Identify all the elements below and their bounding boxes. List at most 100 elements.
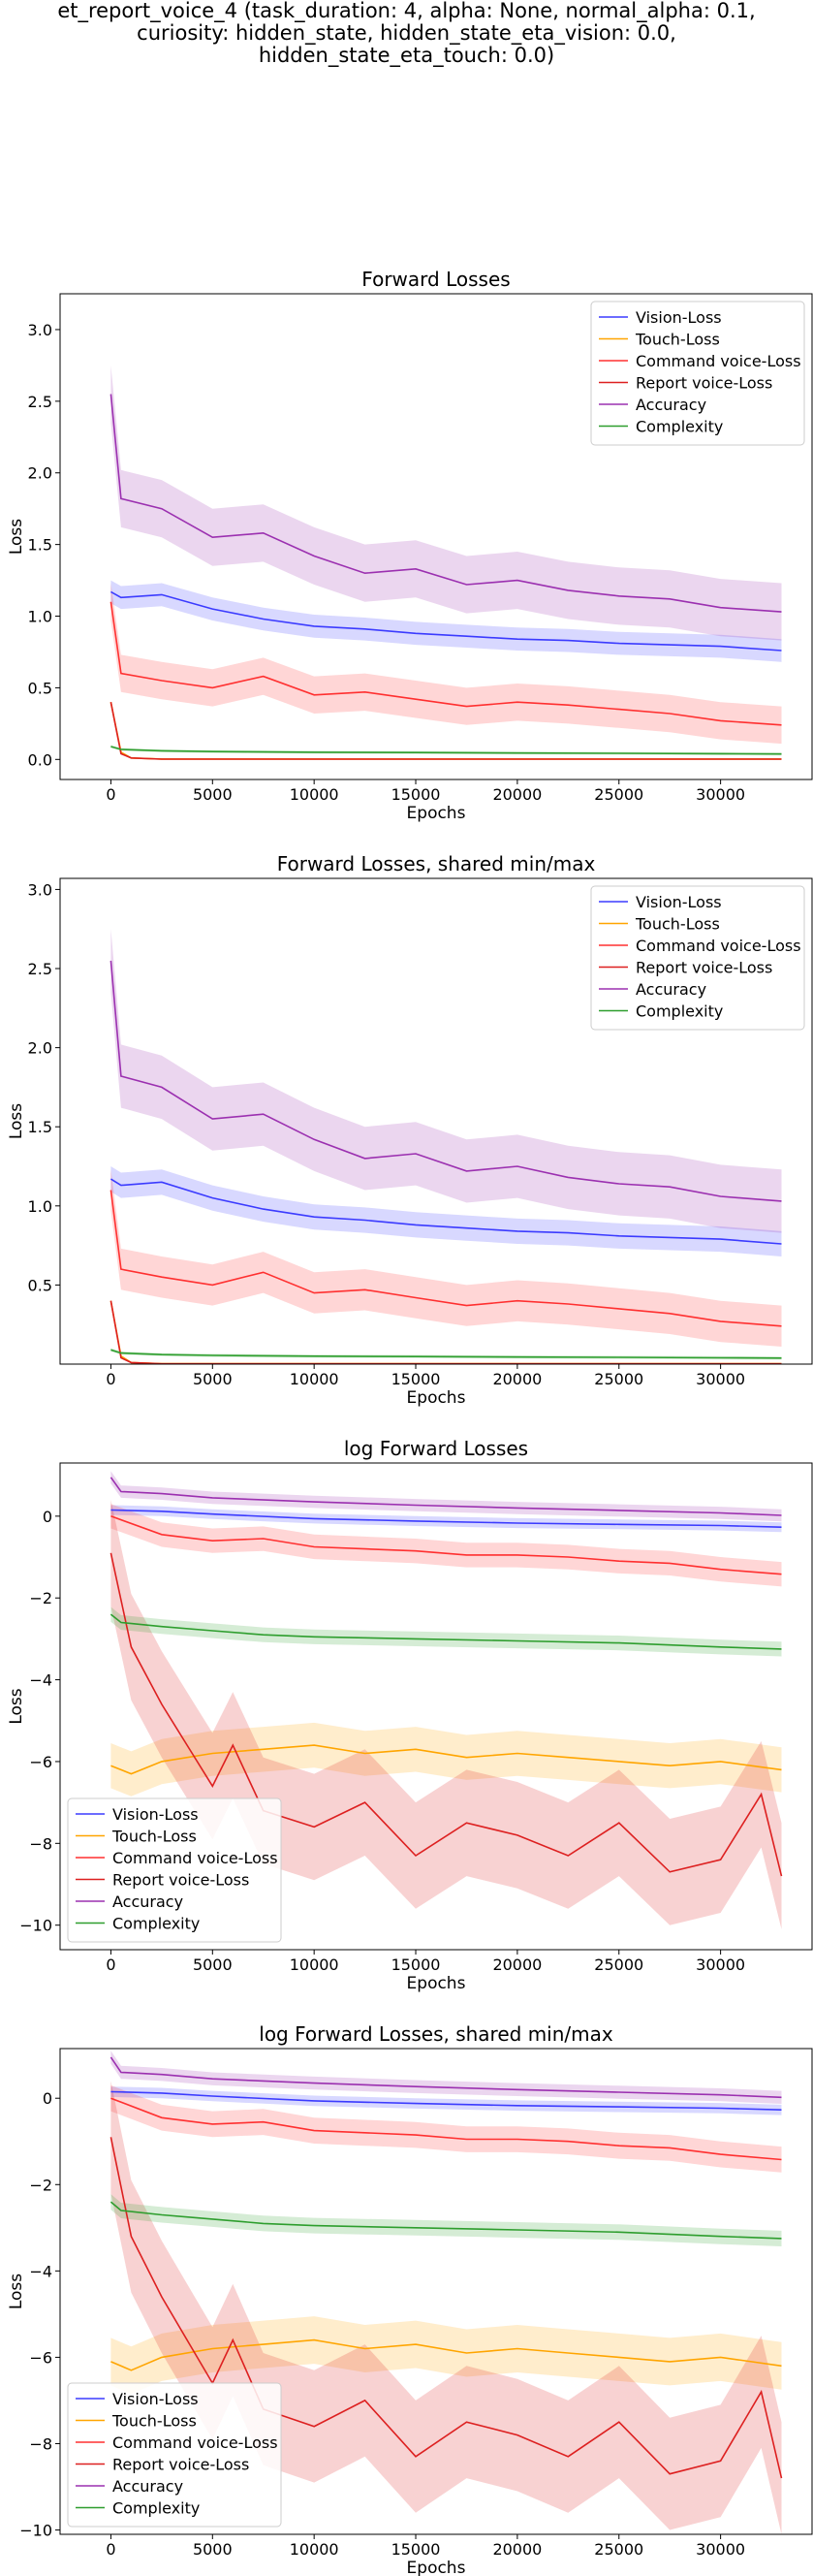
y-tick-label: −4 bbox=[29, 1671, 52, 1690]
y-tick-label: 3.0 bbox=[28, 880, 52, 899]
plot-frame bbox=[59, 877, 813, 1365]
series-band-5 bbox=[110, 365, 782, 641]
legend-label: Accuracy bbox=[112, 1892, 183, 1911]
legend: Vision-Loss Touch-Loss Command voice-Loss R… bbox=[67, 1797, 282, 1943]
x-tick-label: 10000 bbox=[290, 785, 339, 804]
y-tick-label: 0.5 bbox=[28, 679, 52, 697]
series-band-5 bbox=[110, 2051, 782, 2104]
y-axis-label: Loss bbox=[7, 2274, 26, 2309]
series-line-3 bbox=[109, 1190, 782, 1327]
legend: Vision-Loss Touch-Loss Command voice-Loss R… bbox=[590, 885, 805, 1031]
legend-label: Touch-Loss bbox=[635, 331, 720, 349]
x-tick-label: 10000 bbox=[290, 2540, 339, 2559]
chart-panel-3: log Forward Losses 0 5000 10000 15000 20000 25… bbox=[7, 1437, 813, 1993]
legend-label: Complexity bbox=[636, 418, 723, 436]
x-tick-label: 30000 bbox=[696, 2540, 745, 2559]
legend-label: Report voice-Loss bbox=[112, 2456, 249, 2474]
series-line-3 bbox=[110, 1515, 782, 1575]
legend-box bbox=[67, 1797, 282, 1943]
legend-label: Complexity bbox=[112, 2499, 200, 2518]
series-line-1 bbox=[110, 1509, 782, 1528]
x-tick-label: 0 bbox=[106, 1956, 115, 1974]
legend-box bbox=[67, 2382, 282, 2528]
x-tick-label: 5000 bbox=[193, 1956, 233, 1974]
x-tick-label: 25000 bbox=[594, 1956, 643, 1974]
series-band-3 bbox=[110, 1169, 782, 1347]
legend-label: Complexity bbox=[636, 1002, 723, 1021]
series-line-4 bbox=[109, 1552, 783, 1877]
series-band-6 bbox=[110, 1606, 782, 1657]
legend-label: Command voice-Loss bbox=[636, 352, 801, 370]
series-line-5 bbox=[109, 394, 782, 613]
y-tick-label: 2.0 bbox=[28, 1039, 52, 1058]
x-tick-label: 5000 bbox=[193, 1370, 233, 1388]
x-tick-label: 10000 bbox=[290, 1370, 339, 1388]
legend-label: Touch-Loss bbox=[111, 1828, 197, 1846]
legend-label: Touch-Loss bbox=[635, 915, 720, 934]
series-line-1 bbox=[110, 590, 782, 652]
y-tick-label: 1.5 bbox=[28, 1118, 52, 1136]
series-line-5 bbox=[109, 1477, 782, 1516]
x-tick-label: 30000 bbox=[696, 785, 745, 804]
legend-label: Accuracy bbox=[112, 2477, 183, 2496]
y-tick-label: 3.0 bbox=[28, 321, 52, 339]
series-line-6 bbox=[109, 2201, 782, 2240]
series-band-1 bbox=[110, 2086, 782, 2115]
suptitle-line: et_report_voice_4 (task_duration: 4, alp… bbox=[57, 0, 756, 22]
y-tick-label: 1.0 bbox=[28, 608, 52, 626]
legend-label: Vision-Loss bbox=[112, 2390, 199, 2408]
series-line-2 bbox=[110, 2338, 782, 2371]
chart-panel-2: Forward Losses, shared min/max 0 5000 10000… bbox=[7, 852, 813, 1408]
y-tick-label: −6 bbox=[29, 2348, 52, 2367]
y-tick-label: −10 bbox=[19, 1917, 52, 1935]
suptitle-line: hidden_state_eta_touch: 0.0) bbox=[258, 44, 555, 67]
y-tick-label: −8 bbox=[29, 2434, 52, 2453]
series-band-1 bbox=[110, 580, 782, 662]
x-tick-label: 25000 bbox=[594, 1370, 643, 1388]
x-axis-label: Epochs bbox=[407, 1388, 466, 1408]
x-tick-label: 15000 bbox=[391, 1370, 441, 1388]
x-tick-label: 10000 bbox=[290, 1956, 339, 1974]
legend-label: Command voice-Loss bbox=[112, 1849, 278, 1867]
series-line-3 bbox=[109, 601, 782, 726]
chart-title: log Forward Losses bbox=[344, 1437, 528, 1460]
y-tick-label: 2.5 bbox=[28, 393, 52, 411]
x-tick-label: 20000 bbox=[492, 785, 542, 804]
legend-label: Command voice-Loss bbox=[636, 937, 801, 955]
legend: Vision-Loss Touch-Loss Command voice-Loss R… bbox=[67, 2382, 282, 2528]
y-tick-label: −8 bbox=[29, 1834, 52, 1853]
series-line-4 bbox=[109, 2137, 783, 2479]
legend-label: Vision-Loss bbox=[636, 893, 722, 911]
y-axis-label: Loss bbox=[7, 519, 26, 555]
x-tick-label: 0 bbox=[106, 2540, 115, 2559]
plot-frame bbox=[59, 293, 813, 780]
x-tick-label: 15000 bbox=[391, 785, 441, 804]
x-tick-label: 30000 bbox=[696, 1370, 745, 1388]
legend-label: Command voice-Loss bbox=[112, 2433, 278, 2452]
y-tick-label: 0.0 bbox=[28, 750, 52, 769]
series-band-5 bbox=[110, 1471, 782, 1522]
x-tick-label: 20000 bbox=[492, 1370, 542, 1388]
series-line-4 bbox=[109, 702, 782, 760]
y-tick-label: 1.0 bbox=[28, 1197, 52, 1216]
series-band-5 bbox=[110, 929, 782, 1233]
y-tick-label: 0 bbox=[43, 2089, 52, 2108]
y-tick-label: −6 bbox=[29, 1753, 52, 1771]
chart-panel-4: log Forward Losses, shared min/max 0 5000 1… bbox=[7, 2022, 813, 2576]
legend-label: Report voice-Loss bbox=[636, 959, 772, 977]
x-axis-label: Epochs bbox=[407, 2559, 466, 2576]
series-band-2 bbox=[110, 2316, 782, 2395]
series-line-5 bbox=[109, 960, 782, 1202]
series-line-1 bbox=[109, 1178, 782, 1245]
legend: Vision-Loss Touch-Loss Command voice-Loss R… bbox=[590, 301, 805, 446]
y-tick-label: 1.5 bbox=[28, 536, 52, 555]
legend-label: Report voice-Loss bbox=[112, 1871, 249, 1890]
series-band-1 bbox=[110, 1166, 782, 1256]
y-tick-label: −4 bbox=[29, 2262, 52, 2280]
x-tick-label: 20000 bbox=[492, 2540, 542, 2559]
x-tick-label: 25000 bbox=[594, 2540, 643, 2559]
series-band-2 bbox=[110, 1722, 782, 1797]
y-tick-label: −2 bbox=[29, 2176, 52, 2194]
y-axis-label: Loss bbox=[7, 1688, 26, 1724]
legend-label: Report voice-Loss bbox=[636, 374, 772, 393]
